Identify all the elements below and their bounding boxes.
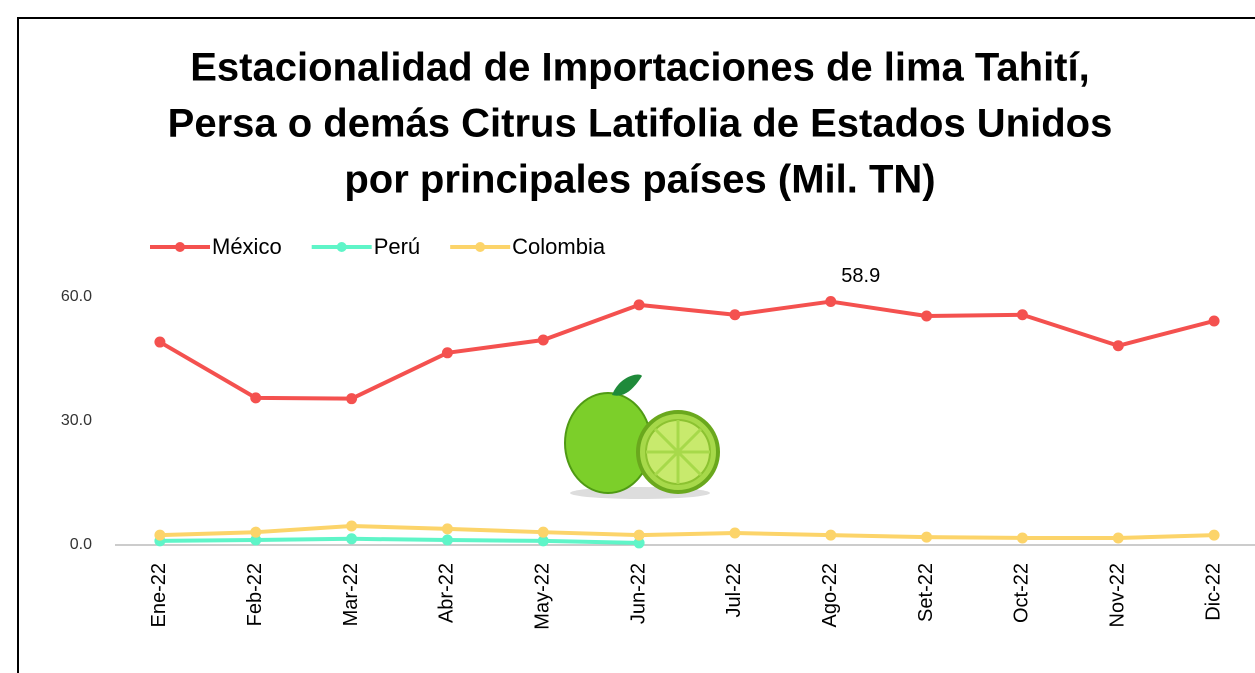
data-point	[1208, 529, 1220, 541]
x-tick-label: Jun-22	[627, 563, 649, 624]
data-point	[633, 299, 645, 311]
data-point	[633, 537, 645, 549]
y-tick-label: 30.0	[61, 412, 92, 429]
data-point	[441, 534, 453, 546]
data-point	[154, 529, 166, 541]
legend-label: Colombia	[512, 234, 606, 259]
data-point	[1016, 532, 1028, 544]
x-tick-label: Mar-22	[340, 563, 362, 626]
data-point	[537, 334, 549, 346]
y-tick-label: 0.0	[70, 536, 92, 553]
legend-marker	[175, 242, 185, 252]
data-point	[825, 529, 837, 541]
x-tick-label: Ago-22	[819, 563, 841, 628]
y-tick-label: 60.0	[61, 288, 92, 305]
data-point	[729, 527, 741, 539]
data-point	[921, 531, 933, 543]
x-tick-label: Ene-22	[148, 563, 170, 628]
x-tick-label: May-22	[532, 563, 554, 630]
x-tick-label: Jul-22	[723, 563, 745, 617]
x-tick-label: Feb-22	[244, 563, 266, 626]
x-tick-label: Oct-22	[1011, 563, 1033, 623]
data-point	[825, 296, 837, 308]
series-line	[159, 523, 1215, 540]
x-tick-label: Nov-22	[1107, 563, 1129, 627]
x-tick-label: Dic-22	[1202, 563, 1224, 621]
data-point	[441, 523, 453, 535]
data-point	[729, 309, 741, 321]
data-point	[1016, 309, 1028, 321]
legend-label: Perú	[374, 234, 420, 259]
series-line	[158, 299, 1215, 401]
data-point	[537, 535, 549, 547]
data-point	[346, 520, 358, 532]
chart-border	[17, 17, 1255, 673]
legend-marker	[475, 242, 486, 252]
data-label: 58.9	[841, 265, 880, 287]
lime-icon	[564, 374, 720, 499]
legend-marker	[336, 242, 347, 252]
data-point	[441, 347, 453, 359]
data-point	[346, 533, 358, 545]
x-tick-label: Set-22	[915, 563, 937, 622]
chart-title: Persa o demás Citrus Latifolia de Estado…	[168, 102, 1113, 146]
series-line	[159, 536, 640, 545]
chart-title: Estacionalidad de Importaciones de lima …	[190, 46, 1089, 90]
data-point	[1208, 315, 1220, 327]
data-point	[633, 529, 645, 541]
data-point	[250, 534, 262, 546]
data-point	[1112, 340, 1124, 352]
x-tick-label: Abr-22	[436, 563, 458, 623]
data-point	[346, 393, 358, 405]
data-point	[250, 526, 262, 538]
chart-title: por principales países (Mil. TN)	[344, 158, 935, 202]
data-point	[537, 526, 549, 538]
data-point	[1112, 532, 1124, 544]
data-point	[250, 392, 262, 404]
data-point	[921, 310, 933, 322]
data-point	[154, 336, 166, 348]
legend-label: México	[212, 234, 282, 259]
